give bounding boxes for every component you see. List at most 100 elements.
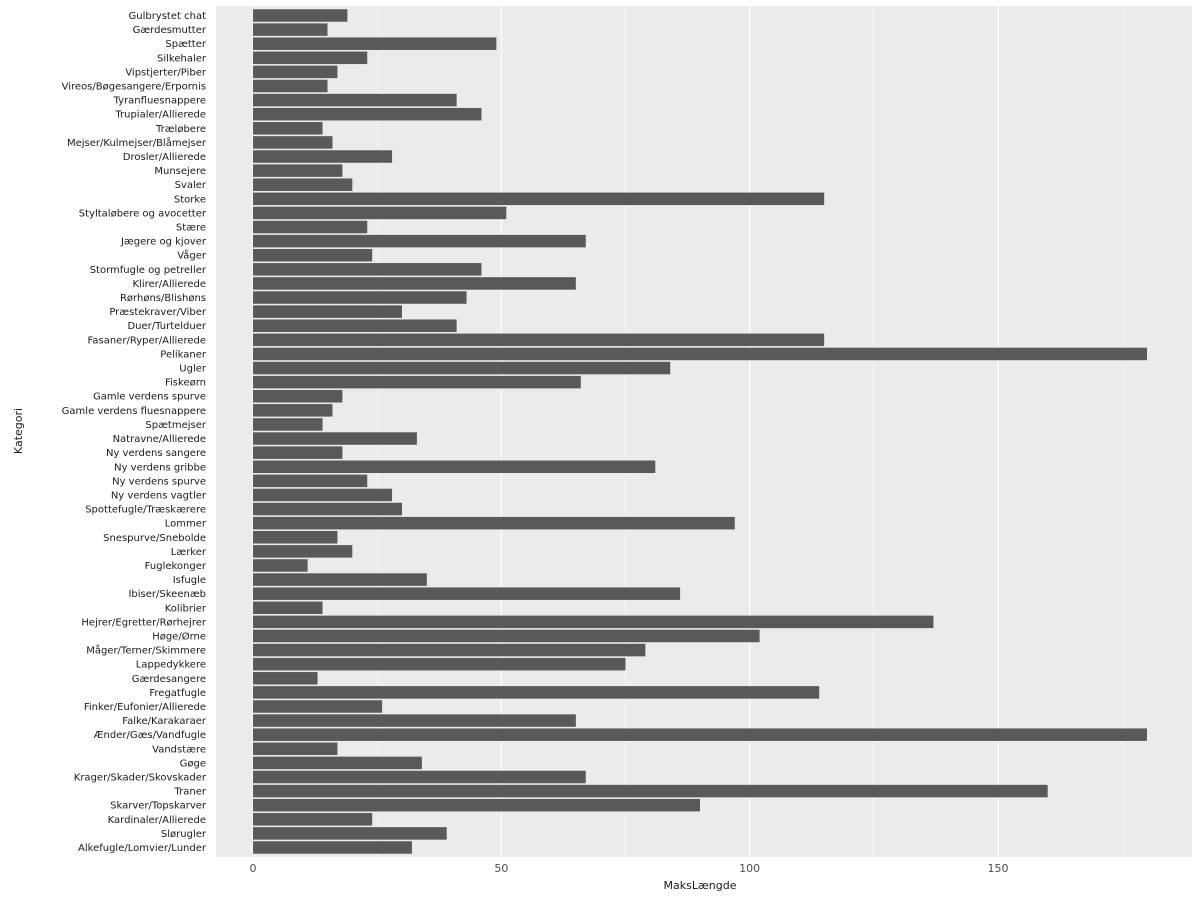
category-label: Kolibrier	[165, 603, 207, 614]
bar	[253, 122, 323, 135]
bar	[253, 178, 353, 191]
category-label: Gærdesmutter	[133, 25, 207, 36]
bar	[253, 615, 934, 629]
bar	[253, 51, 368, 65]
bar	[253, 404, 333, 417]
x-axis-title: MaksLængde	[664, 879, 737, 892]
category-label: Ugler	[179, 364, 207, 375]
bar	[253, 150, 393, 163]
bar	[253, 672, 318, 685]
category-label: Tyranfluesnappere	[113, 96, 206, 107]
bar	[253, 488, 393, 502]
category-label: Stormfugle og petreller	[90, 265, 207, 276]
bar	[253, 418, 323, 431]
category-label: Vandstære	[152, 744, 206, 755]
bar	[253, 305, 402, 318]
category-label: Spætter	[165, 39, 207, 50]
category-label: Trupialer/Allierede	[114, 110, 206, 121]
category-label: Alkefugle/Lomvier/Lunder	[78, 843, 207, 854]
bar	[253, 827, 447, 840]
bar	[253, 136, 333, 149]
category-label: Duer/Turtelduer	[127, 321, 206, 332]
bar	[253, 234, 586, 248]
category-label: Fiskeørn	[165, 378, 206, 389]
category-label: Ny verdens vagtler	[111, 490, 207, 501]
bar	[253, 502, 402, 516]
category-label: Slørugler	[161, 829, 207, 840]
category-label: Gøge	[180, 758, 206, 769]
category-label: Svaler	[175, 180, 207, 191]
bar	[253, 657, 626, 671]
bar	[253, 65, 338, 79]
category-label: Træløbere	[155, 124, 206, 135]
bar	[253, 192, 825, 206]
y-axis-title: Kategori	[12, 408, 25, 454]
category-label: Storke	[174, 194, 206, 205]
bar	[253, 291, 467, 304]
bar	[253, 643, 646, 657]
bar	[253, 601, 323, 615]
category-label: Kardinaler/Allierede	[108, 815, 206, 826]
category-label: Isfugle	[173, 575, 206, 586]
category-label: Natravne/Allierede	[113, 434, 206, 445]
bar	[253, 813, 373, 826]
category-label: Ænder/Gæs/Vandfugle	[94, 730, 206, 741]
category-label: Spætmejser	[145, 420, 206, 431]
category-label: Præstekraver/Viber	[109, 307, 207, 318]
x-tick-label: 50	[494, 862, 508, 875]
bar	[253, 770, 586, 784]
bar	[253, 164, 343, 177]
category-label: Gærdesangere	[132, 674, 206, 685]
category-label: Vipstjerter/Piber	[125, 67, 207, 78]
category-label: Falke/Karakaraer	[122, 716, 207, 727]
bar	[253, 79, 328, 93]
bar	[253, 531, 338, 544]
bar	[253, 9, 348, 22]
bar	[253, 516, 735, 530]
bar	[253, 587, 681, 600]
category-label: Mejser/Kulmejser/Blåmejser	[67, 136, 207, 149]
bar	[253, 263, 482, 276]
x-tick-label: 0	[250, 862, 257, 875]
category-label: Hejrer/Egretter/Rørhejrer	[81, 617, 206, 628]
bar	[253, 756, 422, 770]
category-label: Gamle verdens fluesnappere	[62, 406, 206, 417]
x-tick-label: 150	[988, 862, 1009, 875]
x-tick-labels: 0 50 100 150	[250, 862, 1009, 875]
category-label: Fregatfugle	[149, 688, 206, 699]
bar	[253, 389, 343, 403]
category-label: Ny verdens gribbe	[114, 462, 206, 473]
category-label: Gamle verdens spurve	[93, 392, 206, 403]
bar	[253, 107, 482, 121]
category-label: Jægere og kjover	[120, 237, 207, 248]
category-label: Lappedykkere	[136, 660, 206, 671]
category-label: Våger	[177, 249, 207, 262]
category-label: Vireos/Bøgesangere/Erpornis	[62, 82, 206, 93]
bar	[253, 248, 373, 262]
x-tick-label: 100	[739, 862, 760, 875]
bar	[253, 686, 820, 699]
bar	[253, 432, 417, 445]
category-label: Måger/Terner/Skimmere	[86, 644, 206, 657]
bar	[253, 559, 308, 572]
category-label: Munsejere	[154, 166, 206, 177]
category-label: Traner	[174, 787, 207, 798]
bar	[253, 700, 383, 713]
category-label: Gulbrystet chat	[128, 11, 206, 22]
bar	[253, 714, 576, 727]
category-labels: Gulbrystet chat Gærdesmutter Spætter Silkeh…	[62, 11, 207, 854]
category-label: Ny verdens sangere	[106, 448, 206, 459]
bar	[253, 375, 581, 389]
category-label: Drosler/Allierede	[123, 152, 206, 163]
bar	[253, 629, 760, 643]
category-label: Lærker	[171, 547, 207, 558]
bar	[253, 460, 656, 474]
bar	[253, 347, 1147, 361]
category-label: Snespurve/Snebolde	[103, 533, 206, 544]
category-label: Styltaløbere og avocetter	[79, 208, 207, 219]
category-label: Fuglekonger	[145, 561, 207, 572]
bar	[253, 728, 1147, 741]
bar	[253, 742, 338, 756]
category-label: Ibiser/Skeenæb	[128, 589, 206, 600]
